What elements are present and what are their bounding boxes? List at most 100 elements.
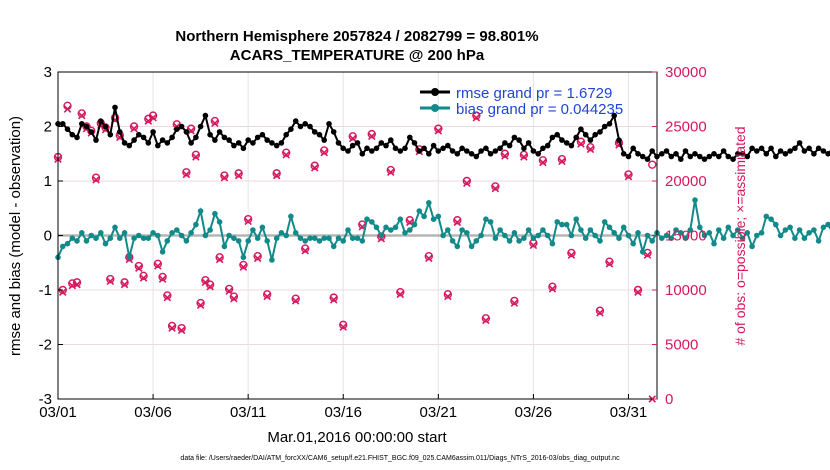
obs-assimilated-marker [520,153,528,161]
rmse-point [254,134,261,141]
bias-point [435,213,442,220]
bias-point [140,235,147,241]
obs-assimilated-stroke [215,255,224,264]
bias-point [511,230,518,236]
bias-point [292,230,299,236]
bias-point [644,232,651,239]
bias-point [321,235,328,241]
bias-point [497,227,503,233]
bias-point [307,235,313,241]
obs-assimilated-stroke [106,277,115,286]
rmse-point [150,129,156,135]
bias-point [625,232,632,239]
bias-point [354,235,361,241]
bias-point [825,221,830,228]
rmse-point [188,140,194,146]
bias-point [673,227,679,233]
rmse-point [592,131,598,138]
rmse-point [402,145,408,152]
bias-point [692,197,698,203]
obs-possible-marker [557,154,567,164]
bias-point [74,238,80,244]
bias-point [468,243,475,250]
y-left-tick-label: -3 [39,391,52,408]
bias-point [64,240,71,247]
obs-possible-marker [120,278,129,287]
obs-assimilated-stroke [482,316,490,325]
obs-possible-marker [329,293,338,302]
bias-point [801,235,808,241]
bias-point [212,210,218,217]
bias-point [620,224,627,231]
obs-assimilated-marker [120,280,129,289]
obs-assimilated-stroke [634,288,642,296]
obs-possible-marker [538,156,548,165]
rmse-point [611,112,617,119]
bias-point [492,235,499,241]
legend-bias-label: bias grand pr = 0.044235 [456,101,623,118]
bias-point [730,232,736,239]
bias-point [782,227,789,233]
rmse-point [782,151,789,157]
bias-point [459,227,465,233]
rmse-point [682,148,689,154]
rmse-point [811,151,817,157]
obs-assimilated-marker [130,124,138,133]
rmse-point [716,153,722,160]
bias-point [269,257,275,263]
bias-point [701,232,708,239]
obs-assimilated-stroke [529,241,538,250]
rmse-point [426,151,432,157]
rmse-point [659,151,665,157]
bias-point [117,235,123,241]
bias-point [473,238,480,244]
rmse-point [473,153,480,160]
obs-assimilated-stroke [624,172,633,181]
obs-assimilated-marker [444,292,452,301]
obs-assimilated-stroke [615,141,623,149]
obs-assimilated-marker [634,288,642,296]
rmse-point [369,148,375,154]
obs-possible-marker [424,252,434,261]
rmse-point [416,148,423,154]
rmse-point [392,145,399,152]
rmse-point [445,142,451,149]
bias-point [202,232,209,239]
rmse-point [430,142,437,149]
rmse-point [820,148,827,154]
bias-point [245,238,251,244]
obs-assimilated-marker [643,251,652,259]
obs-assimilated-marker [182,170,191,179]
rmse-point [502,140,508,146]
obs-possible-marker [134,261,144,271]
bias-point [687,227,694,233]
obs-possible-marker [234,169,243,178]
bias-point [454,243,461,250]
bias-point [573,216,579,222]
bias-point [678,230,684,236]
rmse-point [60,121,66,127]
obs-assimilated-marker [310,164,319,172]
obs-assimilated-marker [348,134,357,143]
obs-assimilated-marker [92,176,100,184]
rmse-point [74,134,80,141]
chart-title-line1: Northern Hemisphere 2057824 / 2082799 = … [175,28,538,45]
bias-point [445,227,451,233]
obs-assimilated-stroke [263,292,271,301]
rmse-point [383,142,389,149]
bias-point [197,208,204,214]
obs-assimilated-marker [577,140,585,148]
rmse-point [530,148,537,154]
obs-possible-marker [106,274,115,284]
bias-point [288,213,294,220]
obs-assimilated-stroke [158,275,167,283]
bias-point [449,238,456,244]
bias-point [663,232,670,239]
bias-point [758,230,765,236]
bias-point [340,238,347,244]
rmse-point [164,140,171,146]
obs-assimilated-stroke [567,251,576,259]
bias-point [207,227,213,233]
obs-assimilated-stroke [92,176,100,184]
